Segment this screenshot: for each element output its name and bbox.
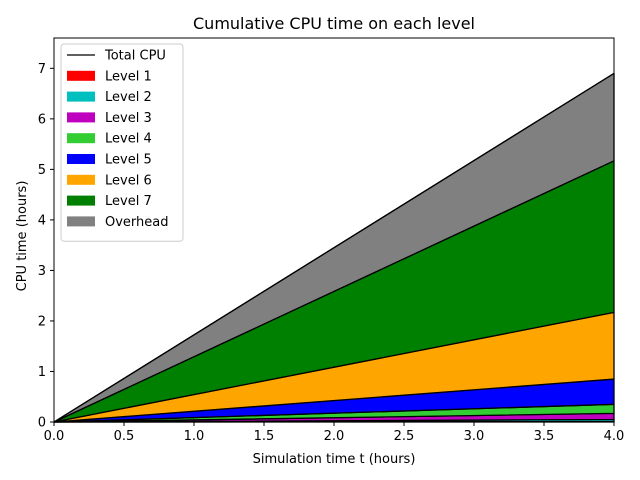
y-tick-label: 1 xyxy=(38,365,46,380)
legend-label-level-5: Level 5 xyxy=(105,153,152,168)
legend-swatch-level-5 xyxy=(67,154,95,164)
legend-swatch-level-6 xyxy=(67,174,95,185)
y-tick-label: 3 xyxy=(38,264,46,279)
y-tick-label: 7 xyxy=(38,62,46,77)
x-tick-label: 0.0 xyxy=(44,429,65,444)
x-axis-title: Simulation time t (hours) xyxy=(253,452,416,467)
x-tick-label: 0.5 xyxy=(114,429,135,444)
y-tick-label: 0 xyxy=(38,416,46,431)
y-tick-label: 6 xyxy=(38,112,46,127)
y-tick-label: 5 xyxy=(38,163,46,178)
legend-swatch-level-2 xyxy=(67,91,95,102)
legend-label-overhead: Overhead xyxy=(105,215,169,230)
x-tick-label: 1.0 xyxy=(184,429,205,444)
legend-swatch-level-1 xyxy=(67,70,95,81)
legend-swatch-level-3 xyxy=(67,112,95,123)
y-axis: 0 1 2 3 4 5 6 7 xyxy=(38,62,54,431)
chart-title: Cumulative CPU time on each level xyxy=(193,14,475,33)
legend-label-level-3: Level 3 xyxy=(105,111,152,126)
x-tick-label: 1.5 xyxy=(254,429,275,444)
x-tick-label: 2.5 xyxy=(394,429,415,444)
legend-label-total-cpu: Total CPU xyxy=(104,49,166,64)
legend-label-level-4: Level 4 xyxy=(105,132,152,147)
legend-swatch-level-7 xyxy=(67,195,95,206)
legend-label-level-1: Level 1 xyxy=(105,69,152,84)
legend-label-level-6: Level 6 xyxy=(105,173,152,188)
x-tick-label: 4.0 xyxy=(604,429,625,444)
legend-swatch-level-4 xyxy=(67,133,95,144)
legend-label-level-7: Level 7 xyxy=(105,194,152,209)
total-cpu-line xyxy=(53,72,615,423)
x-tick-label: 3.5 xyxy=(534,429,555,444)
x-tick-label: 2.0 xyxy=(324,429,345,444)
y-tick-label: 2 xyxy=(38,314,46,329)
legend-swatch-overhead xyxy=(67,216,95,227)
legend-label-level-2: Level 2 xyxy=(105,90,152,105)
y-axis-title: CPU time (hours) xyxy=(15,181,30,292)
legend: Total CPU Level 1 Level 2 Level 3 Level 4 Lev… xyxy=(60,43,184,242)
x-axis: 0.0 0.5 1.0 1.5 2.0 2.5 3.0 3.5 4.0 xyxy=(44,422,625,444)
y-tick-label: 4 xyxy=(38,213,46,228)
x-tick-label: 3.0 xyxy=(464,429,485,444)
